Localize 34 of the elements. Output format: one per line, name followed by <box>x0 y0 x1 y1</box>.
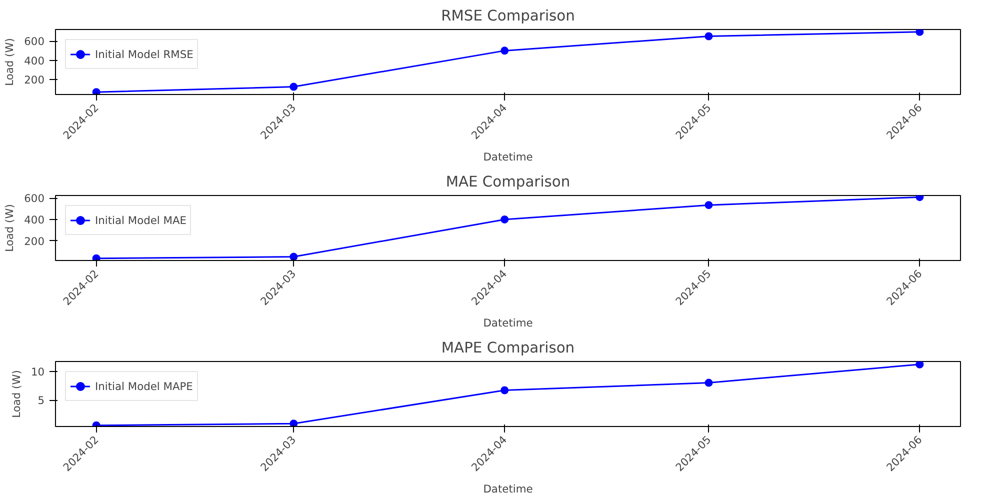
y-tick-label: 200 <box>24 234 45 248</box>
point <box>290 82 298 91</box>
chart-title: RMSE Comparison <box>441 8 575 24</box>
y-tick-label: 10 <box>30 365 45 378</box>
point <box>916 362 924 368</box>
point <box>500 46 509 55</box>
y-tick-label: 200 <box>24 74 45 87</box>
point <box>500 386 509 394</box>
point <box>704 378 713 387</box>
legend-label: Initial Model MAPE <box>95 380 193 392</box>
x-axis-title: Datetime <box>483 482 533 496</box>
y-tick-label: 400 <box>24 54 45 68</box>
point <box>500 215 509 224</box>
y-axis-title: Load (W) <box>3 38 16 86</box>
x-axis-title: Datetime <box>483 150 533 164</box>
chart-title: MAE Comparison <box>446 174 570 190</box>
x-axis-title: Datetime <box>483 316 533 330</box>
y-tick-label: 5 <box>38 394 44 408</box>
point <box>704 201 713 210</box>
y-tick-label: 400 <box>24 213 45 226</box>
point <box>704 32 713 40</box>
chart-title: MAPE Comparison <box>441 340 575 356</box>
point <box>916 30 924 36</box>
legend-label: Initial Model RMSE <box>95 48 194 60</box>
y-axis-title: Load (W) <box>10 370 23 418</box>
point <box>290 420 298 426</box>
legend-label: Initial Model MAE <box>95 214 186 226</box>
point <box>92 88 100 94</box>
point <box>916 196 924 202</box>
point <box>290 252 298 260</box>
y-tick-label: 600 <box>24 192 45 206</box>
y-axis-title: Load (W) <box>3 204 16 252</box>
y-tick-label: 600 <box>24 35 45 48</box>
point <box>92 254 100 260</box>
